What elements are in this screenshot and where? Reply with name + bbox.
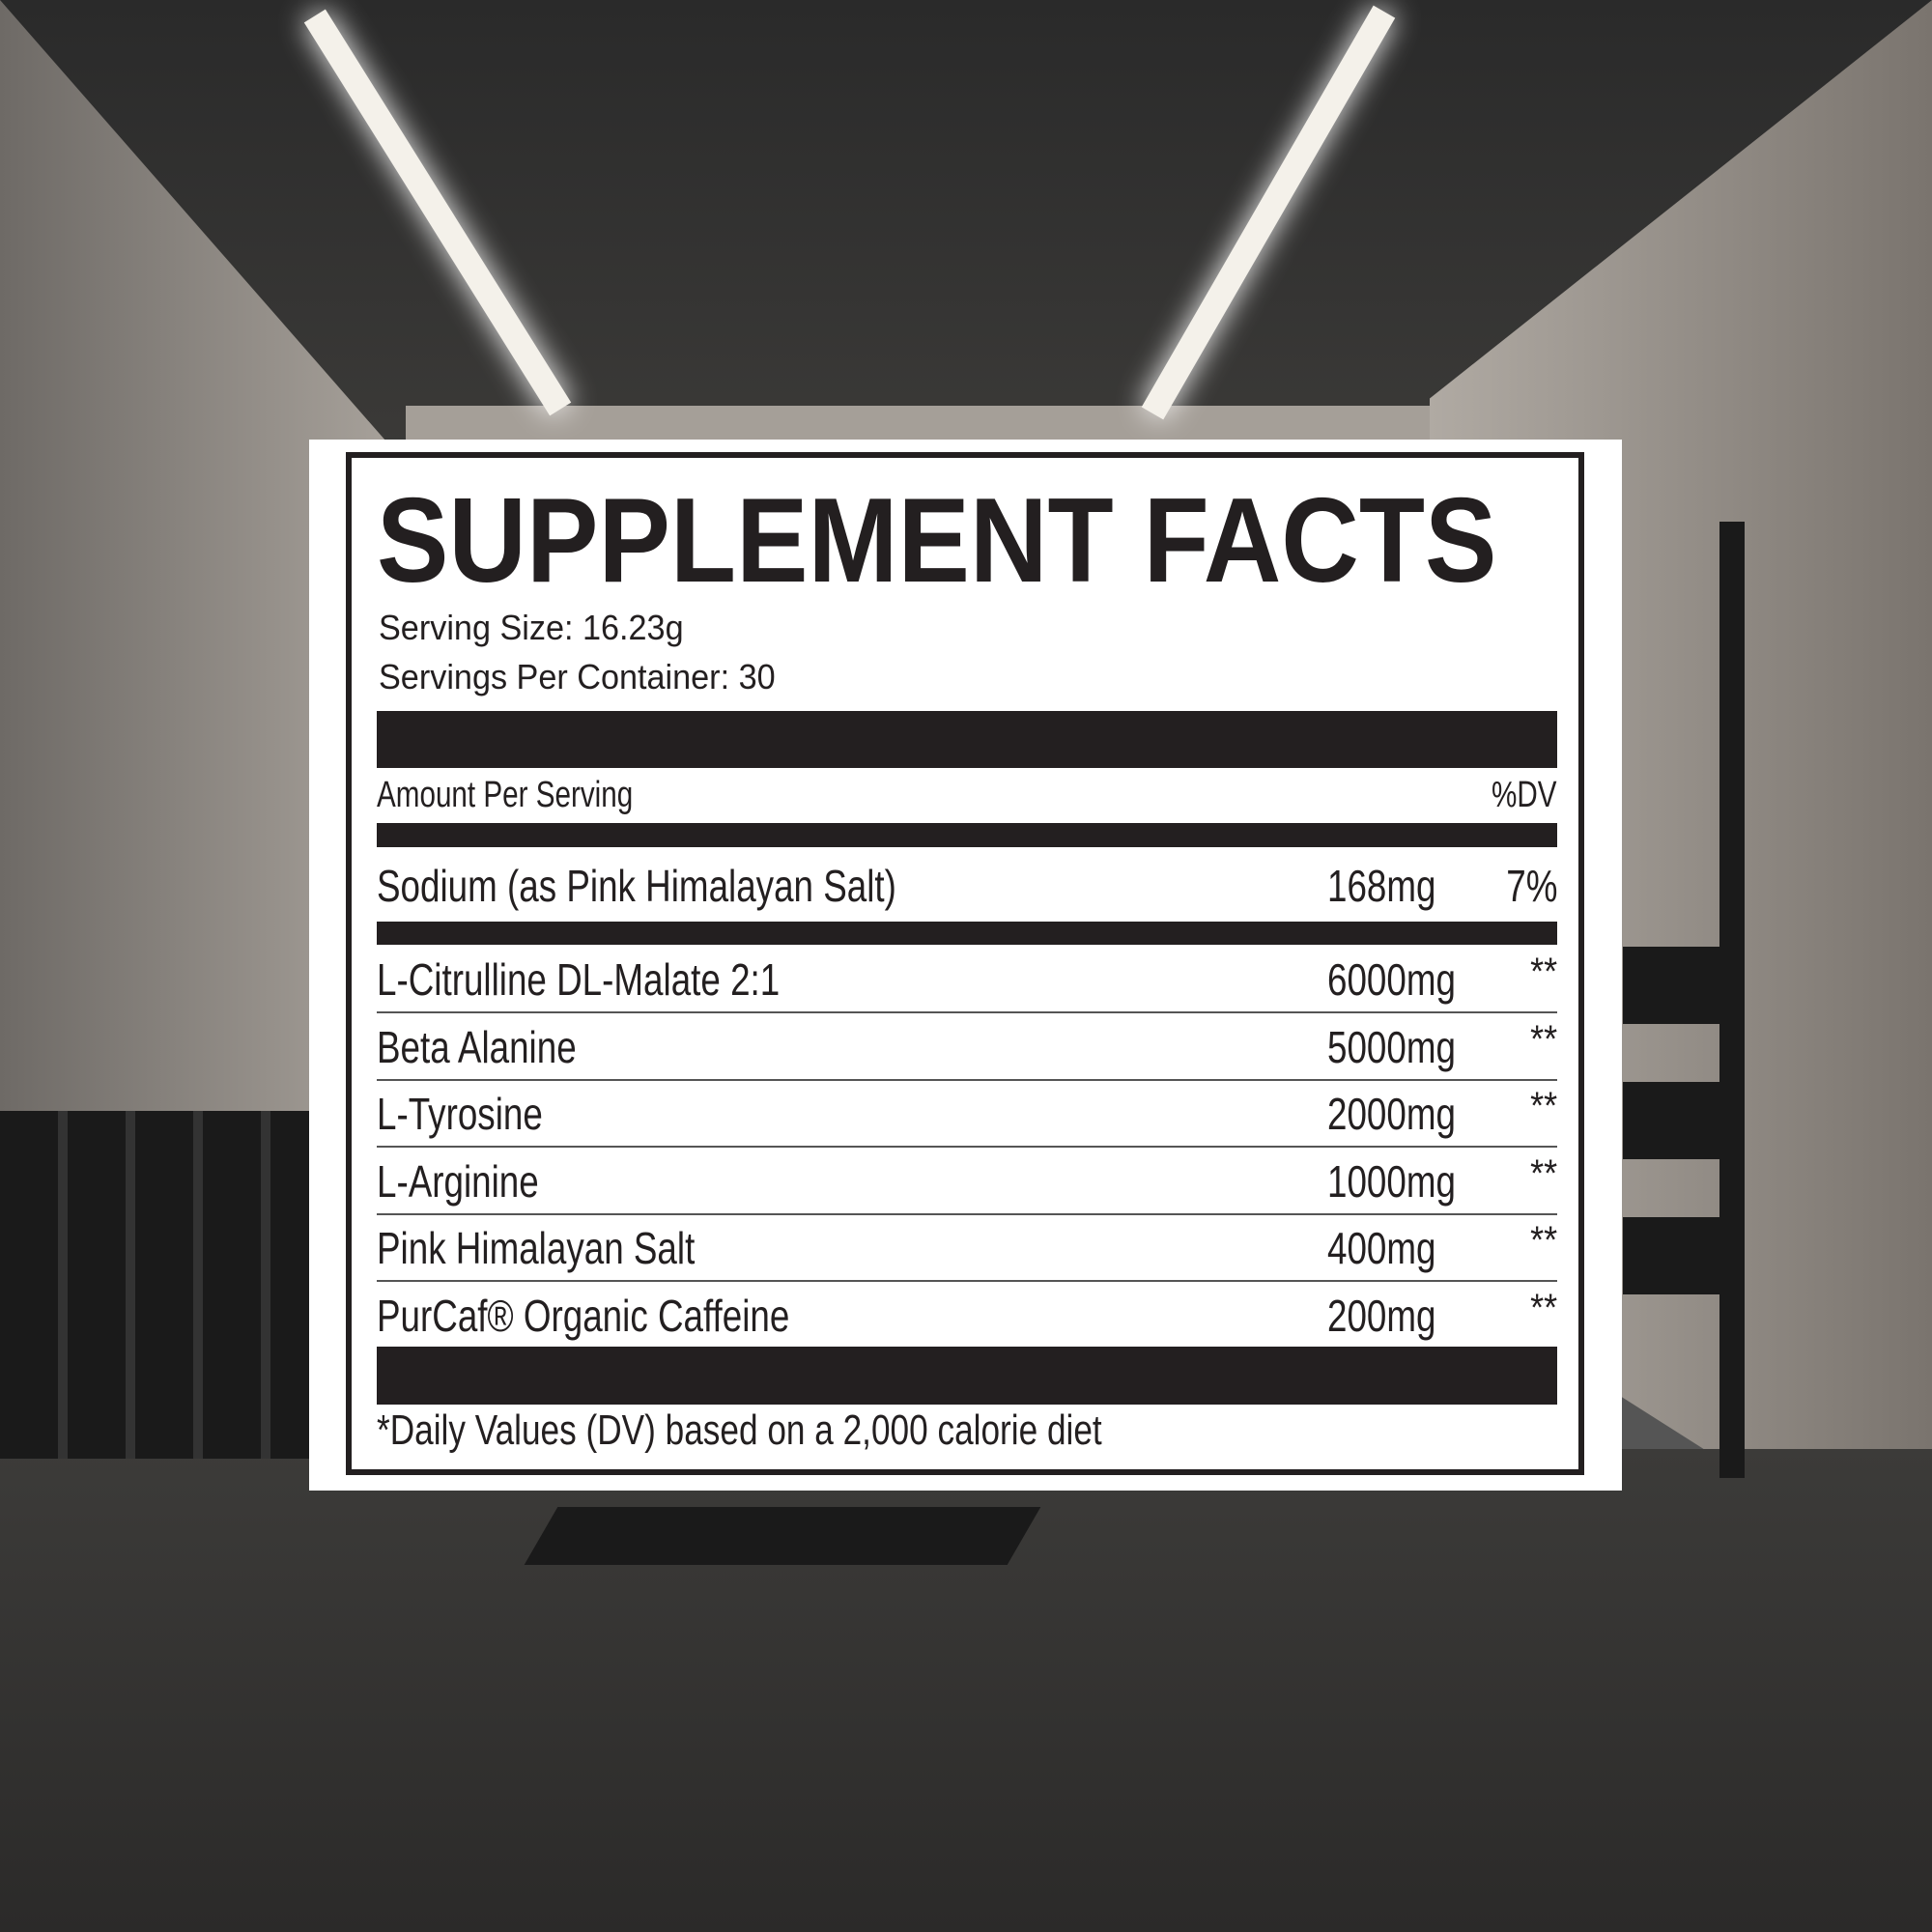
serving-size: Serving Size: 16.23g [379,608,684,647]
dumbbell-rack [0,1111,319,1459]
label-border [346,452,1584,1475]
divider [377,823,1557,847]
ingredient-dv: ** [1529,1085,1557,1127]
ingredient-name: PurCaf® Organic Caffeine [377,1290,790,1341]
row-divider [377,1146,1557,1148]
weight-plates [1623,947,1719,1352]
row-divider [377,1078,1557,1081]
ingredient-amount: 200mg [1327,1290,1436,1341]
sodium-dv: 7% [1505,861,1557,911]
row-divider [377,1212,1557,1215]
ingredient-amount: 400mg [1327,1223,1436,1273]
squat-rack-post [1719,522,1745,1478]
dv-header: %DV [1492,775,1557,815]
ingredient-name: L-Citrulline DL-Malate 2:1 [377,954,781,1005]
ingredient-amount: 6000mg [1327,954,1456,1005]
ingredient-amount: 5000mg [1327,1021,1456,1072]
bench [524,1507,1041,1565]
ingredient-name: L-Arginine [377,1155,539,1207]
ingredient-dv: ** [1529,1017,1557,1061]
sodium-amount: 168mg [1327,861,1436,911]
row-divider [377,1011,1557,1013]
servings-per-container: Servings Per Container: 30 [379,657,776,696]
ingredient-name: Pink Himalayan Salt [377,1223,696,1273]
footnote: *Daily Values (DV) based on a 2,000 calo… [377,1406,1102,1454]
supplement-facts-label [309,440,1622,1491]
ingredient-dv: ** [1529,1219,1557,1262]
ingredient-dv: ** [1529,1151,1557,1195]
ingredient-dv: ** [1529,951,1557,993]
ingredient-name: L-Tyrosine [377,1089,543,1139]
label-title: SUPPLEMENT FACTS [377,474,1497,608]
row-divider [377,1280,1557,1282]
thick-divider [377,711,1557,768]
ingredient-name: Beta Alanine [377,1021,577,1072]
ingredient-amount: 2000mg [1327,1089,1456,1139]
divider [377,922,1557,945]
amount-per-serving-header: Amount Per Serving [377,775,634,815]
ingredient-amount: 1000mg [1327,1155,1456,1207]
thick-divider [377,1347,1557,1405]
ingredient-dv: ** [1529,1286,1557,1329]
sodium-name: Sodium (as Pink Himalayan Salt) [377,861,896,911]
